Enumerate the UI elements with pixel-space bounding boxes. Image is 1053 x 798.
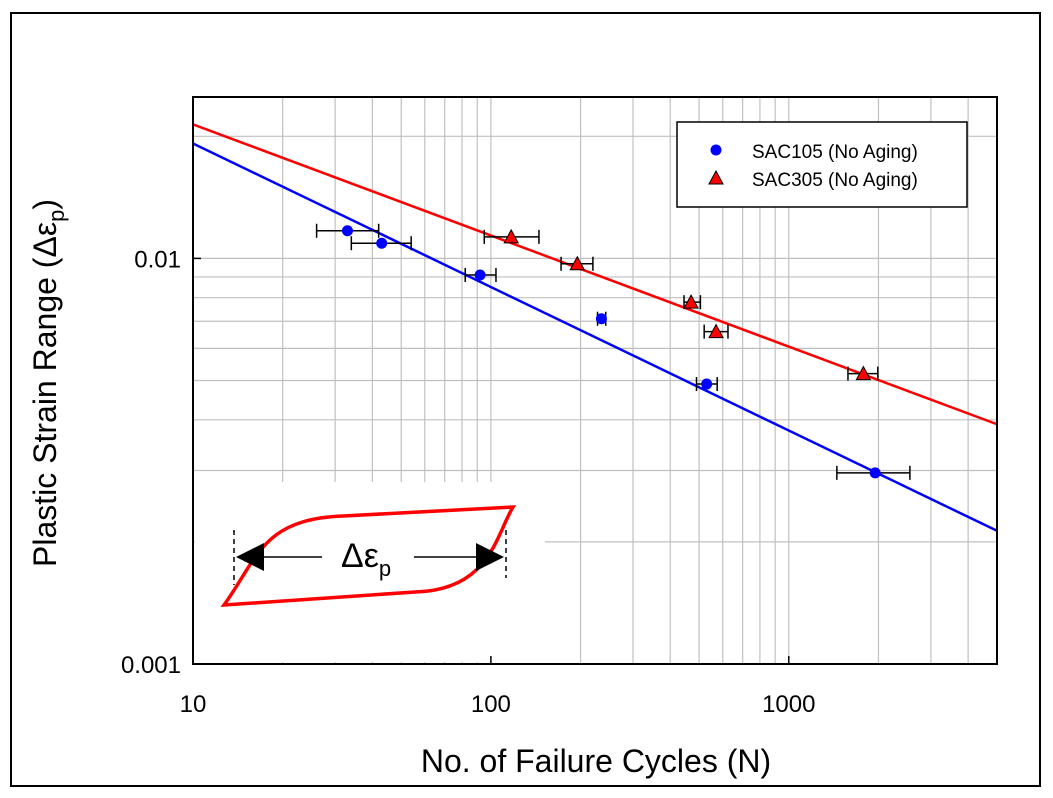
y-tick-label: 0.001 (121, 652, 181, 679)
y-axis-title: Plastic Strain Range (Δεp) (27, 199, 69, 567)
fit-line-series-0 (192, 142, 998, 532)
data-point-series-0 (701, 378, 713, 390)
x-axis-title: No. of Failure Cycles (N) (421, 743, 771, 779)
x-tick-label: 100 (471, 691, 511, 718)
inset-label: Δεp (341, 537, 391, 581)
legend-sac105-label: SAC105 (No Aging) (752, 142, 918, 163)
legend-sac105-marker (710, 144, 722, 156)
axis-ticks: 10 100 1000 0.001 0.01 (121, 246, 816, 718)
legend: SAC105 (No Aging) SAC305 (No Aging) (676, 121, 968, 208)
data-points (315, 223, 911, 480)
data-point-series-1 (569, 255, 586, 271)
data-point-series-1 (855, 365, 872, 381)
inset-background (195, 482, 545, 662)
data-point-series-0 (869, 467, 881, 479)
inset-right-arrowhead-icon (476, 543, 504, 571)
legend-sac305-label: SAC305 (No Aging) (752, 170, 918, 191)
data-point-series-0 (474, 269, 486, 281)
inset-left-arrowhead-icon (236, 543, 264, 571)
data-point-series-1 (708, 323, 724, 339)
legend-box (676, 121, 968, 208)
data-point-series-1 (503, 228, 520, 244)
data-point-series-0 (595, 313, 607, 325)
x-tick-label: 10 (180, 691, 207, 718)
legend-sac305-marker (708, 169, 724, 185)
chart-frame (10, 12, 1041, 787)
data-point-series-0 (341, 225, 353, 237)
y-tick-label: 0.01 (134, 246, 181, 273)
data-point-series-1 (683, 294, 699, 309)
x-tick-label: 1000 (762, 691, 815, 718)
data-point-series-0 (376, 237, 388, 249)
hysteresis-inset: Δεp (195, 482, 545, 662)
plot-area-border (192, 96, 998, 665)
